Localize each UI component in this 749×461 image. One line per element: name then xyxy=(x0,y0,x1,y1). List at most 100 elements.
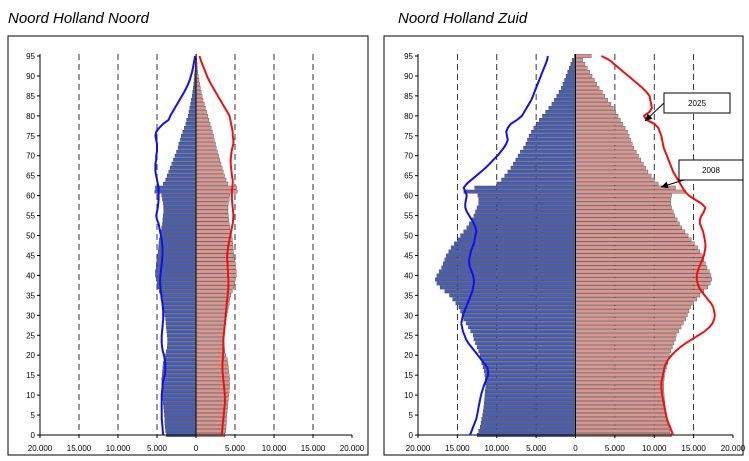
bar-male-2008 xyxy=(466,225,576,230)
bar-female-2008 xyxy=(575,145,634,150)
y-tick-label: 95 xyxy=(404,52,413,61)
bar-female-2008 xyxy=(195,197,230,202)
bar-male-2008 xyxy=(436,273,576,278)
bar-female-2008 xyxy=(575,221,680,226)
bar-male-2008 xyxy=(439,269,576,274)
bar-male-2008 xyxy=(436,281,576,286)
bar-female-2008 xyxy=(195,141,216,146)
x-tick-label: 15.000 xyxy=(67,444,92,453)
bar-male-2008 xyxy=(154,189,197,194)
bar-female-2008 xyxy=(575,78,595,82)
bar-female-2008 xyxy=(195,185,237,190)
bar-female-2008 xyxy=(195,193,231,198)
bar-male-2008 xyxy=(485,385,576,389)
bar-male-2008 xyxy=(158,249,197,254)
x-tick-label: 15.000 xyxy=(445,444,470,453)
bar-male-2008 xyxy=(477,193,576,198)
bar-male-2008 xyxy=(504,173,576,178)
bar-male-2008 xyxy=(475,341,576,346)
y-tick-label: 50 xyxy=(404,232,413,241)
bar-male-2008 xyxy=(481,417,576,421)
bar-female-2008 xyxy=(575,353,670,358)
bar-female-2008 xyxy=(575,209,674,214)
bar-male-2008 xyxy=(160,229,197,234)
bar-female-2008 xyxy=(575,217,678,222)
chart-frame xyxy=(7,35,369,456)
bar-male-2008 xyxy=(443,261,576,266)
y-tick-label: 5 xyxy=(409,411,414,420)
bar-male-2008 xyxy=(482,365,576,370)
bar-female-2008 xyxy=(195,145,217,150)
y-tick-label: 60 xyxy=(26,192,35,201)
bar-female-2008 xyxy=(575,341,675,346)
bar-female-2008 xyxy=(195,86,201,90)
bar-female-2008 xyxy=(195,353,226,358)
bar-female-2008 xyxy=(575,237,692,242)
bar-male-2008 xyxy=(162,301,197,306)
bar-female-2008 xyxy=(195,102,205,106)
bar-male-2008 xyxy=(439,285,576,290)
bar-male-2008 xyxy=(163,205,197,210)
bar-female-2008 xyxy=(195,110,207,114)
bar-male-2008 xyxy=(478,349,576,354)
bar-female-2008 xyxy=(195,133,214,138)
bar-male-2008 xyxy=(528,133,576,138)
bar-female-2008 xyxy=(575,66,588,70)
bar-male-2008 xyxy=(535,121,576,126)
x-tick-label: 15.000 xyxy=(301,444,326,453)
bar-male-2008 xyxy=(178,141,197,146)
bar-female-2008 xyxy=(575,325,682,330)
bar-male-2008 xyxy=(565,74,576,78)
y-tick-label: 65 xyxy=(404,172,413,181)
pyramid-left: 0 5 10 15 20 25 30 35 40 45 50 55 60 65 70 75 80 85 90 95 20… xyxy=(7,35,369,456)
bar-male-2008 xyxy=(567,70,576,74)
bar-female-2008 xyxy=(195,121,211,126)
bar-male-2008 xyxy=(527,137,576,142)
bar-female-2008 xyxy=(195,213,229,218)
bar-female-2008 xyxy=(195,309,228,314)
bar-female-2008 xyxy=(195,153,219,158)
bar-male-2008 xyxy=(161,389,197,393)
y-tick-label: 45 xyxy=(26,251,35,260)
bar-female-2008 xyxy=(575,229,686,234)
bar-male-2008 xyxy=(475,209,576,214)
bar-male-2008 xyxy=(561,86,576,90)
bar-male-2008 xyxy=(478,197,576,202)
y-tick-label: 70 xyxy=(404,152,413,161)
bar-female-2008 xyxy=(195,341,225,346)
bar-male-2008 xyxy=(501,177,576,182)
bar-male-2008 xyxy=(548,106,576,110)
bar-male-2008 xyxy=(562,82,576,86)
bar-female-2008 xyxy=(575,121,623,126)
y-tick-label: 25 xyxy=(26,331,35,340)
y-tick-label: 75 xyxy=(26,132,35,141)
bar-male-2008 xyxy=(165,429,197,433)
bar-male-2008 xyxy=(164,417,197,421)
bar-male-2008 xyxy=(460,233,576,238)
bar-female-2008 xyxy=(195,333,225,338)
bar-male-2008 xyxy=(163,401,197,405)
bar-female-2008 xyxy=(575,197,671,202)
bar-male-2008 xyxy=(483,405,576,409)
bar-male-2008 xyxy=(163,201,197,206)
y-tick-label: 95 xyxy=(26,52,35,61)
bar-male-2008 xyxy=(166,173,197,178)
y-tick-label: 90 xyxy=(26,72,35,81)
bar-female-2008 xyxy=(195,417,227,421)
bar-female-2008 xyxy=(195,269,237,274)
y-tick-label: 20 xyxy=(404,351,413,360)
bar-female-2008 xyxy=(575,245,698,250)
bar-male-2008 xyxy=(525,141,576,146)
bar-male-2008 xyxy=(444,257,576,262)
bar-male-2008 xyxy=(483,401,576,405)
bar-female-2008 xyxy=(575,185,676,190)
bar-female-2008 xyxy=(575,177,655,182)
y-tick-label: 15 xyxy=(404,371,413,380)
y-tick-label: 10 xyxy=(26,391,35,400)
bar-male-2008 xyxy=(167,341,197,346)
bar-female-2008 xyxy=(575,106,614,110)
bar-male-2008 xyxy=(171,161,197,166)
y-tick-label: 35 xyxy=(404,291,413,300)
bar-male-2008 xyxy=(184,125,197,130)
